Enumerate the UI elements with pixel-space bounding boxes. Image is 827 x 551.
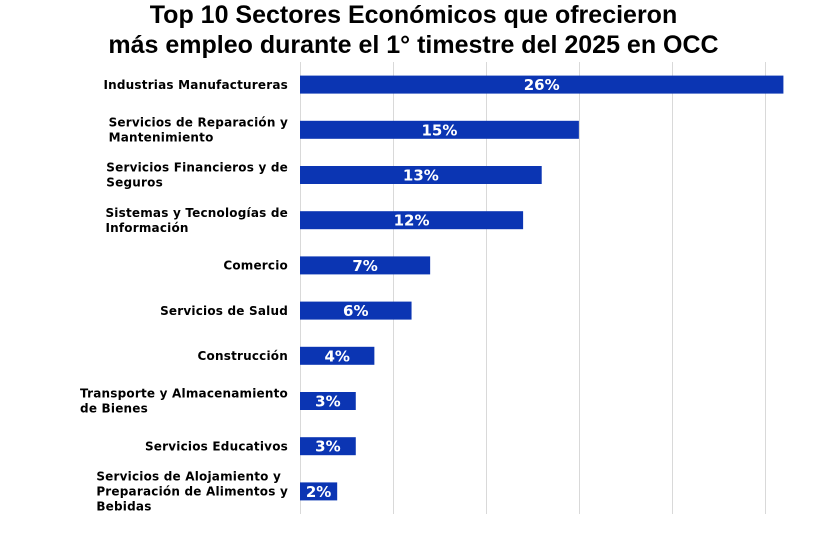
category-label-line: Preparación de Alimentos y <box>96 485 288 499</box>
category-label: Industrias Manufactureras <box>103 78 288 92</box>
category-label: Servicios de Reparación y Mantenimiento <box>109 116 288 145</box>
category-label: Transporte y Almacenamiento de Bienes <box>80 387 288 416</box>
category-label-line: Servicios Educativos <box>145 439 288 453</box>
data-label: 26% <box>524 76 560 94</box>
category-label-line: Información <box>105 221 188 235</box>
category-label: Comercio <box>223 259 288 273</box>
data-label: 12% <box>394 212 430 230</box>
category-label-line: de Bienes <box>80 402 148 416</box>
category-label-line: Servicios de Reparación y <box>109 116 288 130</box>
category-label: Servicios de Alojamiento y Preparación de… <box>96 470 288 514</box>
category-label-line: Servicios de Alojamiento y <box>96 470 281 484</box>
bar <box>300 392 356 410</box>
category-label-line: Transporte y Almacenamiento <box>80 387 288 401</box>
data-label: 3% <box>315 393 340 411</box>
chart-title-line-2: más empleo durante el 1° timestre del 20… <box>108 31 719 59</box>
chart-title: Top 10 Sectores Económicos que ofreciero… <box>0 0 827 60</box>
bar <box>300 166 542 184</box>
category-label: Servicios Financieros y de Seguros <box>106 161 288 190</box>
data-label: 2% <box>306 483 331 501</box>
data-label: 4% <box>324 347 349 365</box>
category-label: Servicios Educativos <box>145 439 288 453</box>
data-label: 3% <box>315 438 340 456</box>
bar <box>300 256 431 275</box>
bar <box>300 211 524 230</box>
category-label-line: Comercio <box>223 259 288 273</box>
category-label-line: Mantenimiento <box>109 131 214 145</box>
category-label: Servicios de Salud <box>160 304 288 318</box>
bar <box>300 346 375 365</box>
data-label: 15% <box>421 121 457 139</box>
category-label-line: Seguros <box>106 176 163 190</box>
category-label-line: Construcción <box>198 349 288 363</box>
category-label-line: Servicios de Salud <box>160 304 288 318</box>
bar <box>300 437 356 456</box>
bar <box>300 75 784 94</box>
bar <box>300 120 579 139</box>
chart-title-line-1: Top 10 Sectores Económicos que ofreciero… <box>149 1 678 29</box>
category-label-line: Industrias Manufactureras <box>103 78 288 92</box>
category-label: Sistemas y Tecnologías de Información <box>105 206 288 235</box>
category-label-line: Servicios Financieros y de <box>106 161 288 175</box>
data-label: 7% <box>352 257 377 275</box>
data-label: 6% <box>343 302 368 320</box>
bars: 26% 15% 13% 12% 7% 6% 4% 3% 3% 2% <box>300 75 784 501</box>
data-label: 13% <box>403 167 439 185</box>
category-label-line: Bebidas <box>96 500 151 514</box>
category-label: Construcción <box>198 349 288 363</box>
category-label-line: Sistemas y Tecnologías de <box>105 206 288 220</box>
category-labels: Industrias Manufactureras Servicios de Re… <box>80 78 288 514</box>
bar <box>300 482 338 501</box>
bar <box>300 301 412 320</box>
